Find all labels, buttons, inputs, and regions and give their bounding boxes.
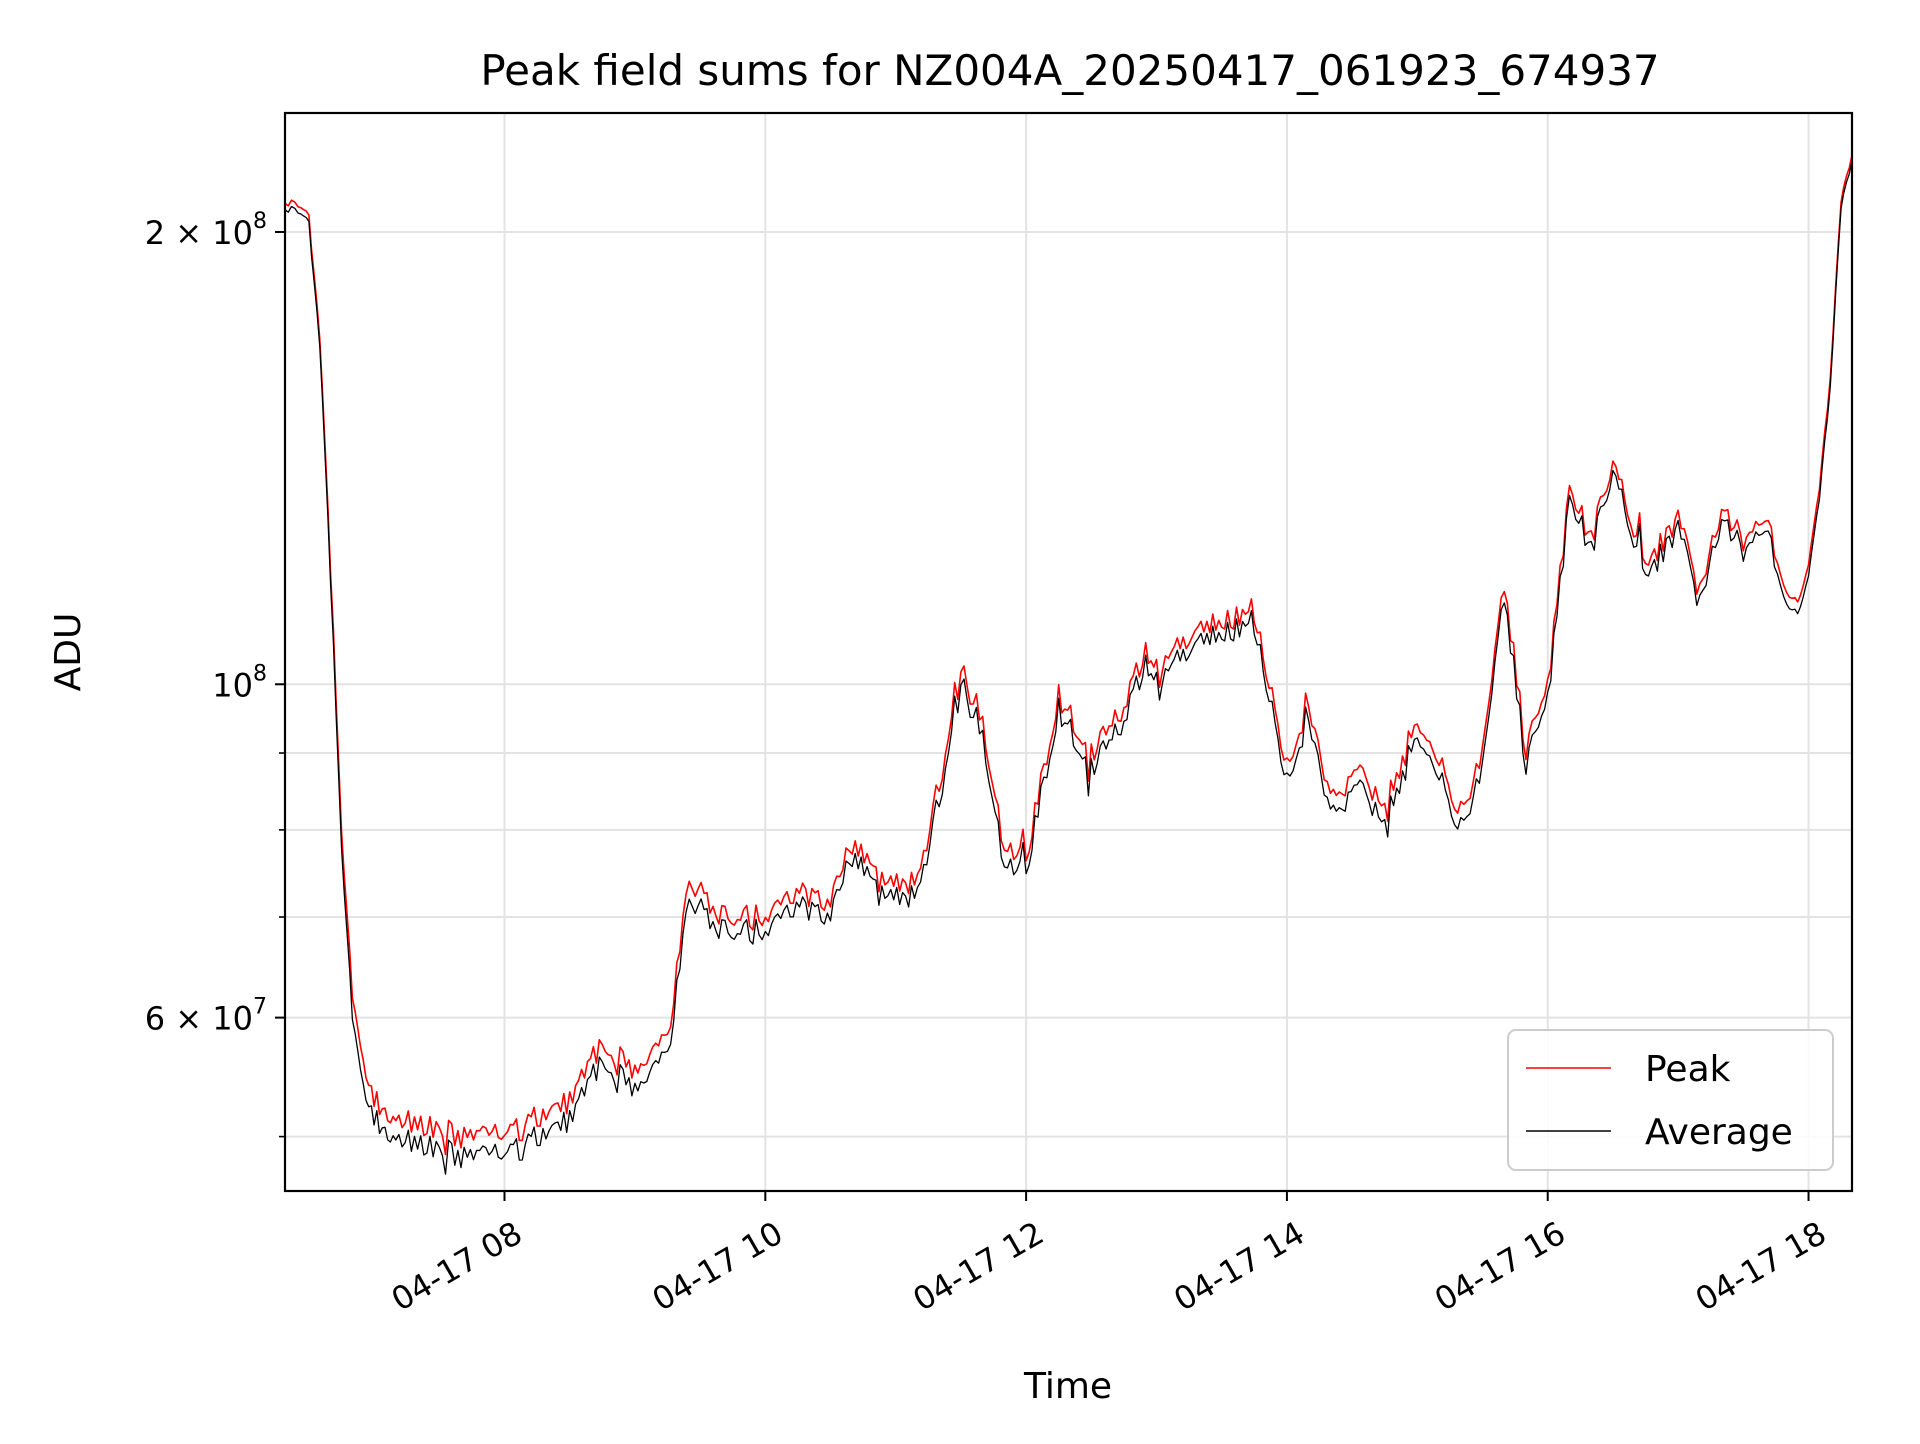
plot-frame (283, 111, 1854, 1193)
x-axis-label: Time (1023, 1366, 1112, 1407)
y-tick-label: 108 (212, 661, 267, 704)
series-group (285, 154, 1852, 1175)
legend-label: Average (1645, 1112, 1793, 1153)
chart-title: Peak field sums for NZ004A_20250417_0619… (480, 46, 1659, 95)
legend-box (1507, 1029, 1834, 1171)
legend: Peak Average (1507, 1029, 1834, 1171)
y-tick-label: 6 × 107 (145, 995, 267, 1038)
y-axis-label: ADU (48, 613, 89, 692)
series-line-average (285, 160, 1852, 1175)
series-line-peak (285, 154, 1852, 1156)
legend-label: Peak (1645, 1049, 1731, 1090)
y-tick-label: 2 × 108 (145, 209, 267, 252)
